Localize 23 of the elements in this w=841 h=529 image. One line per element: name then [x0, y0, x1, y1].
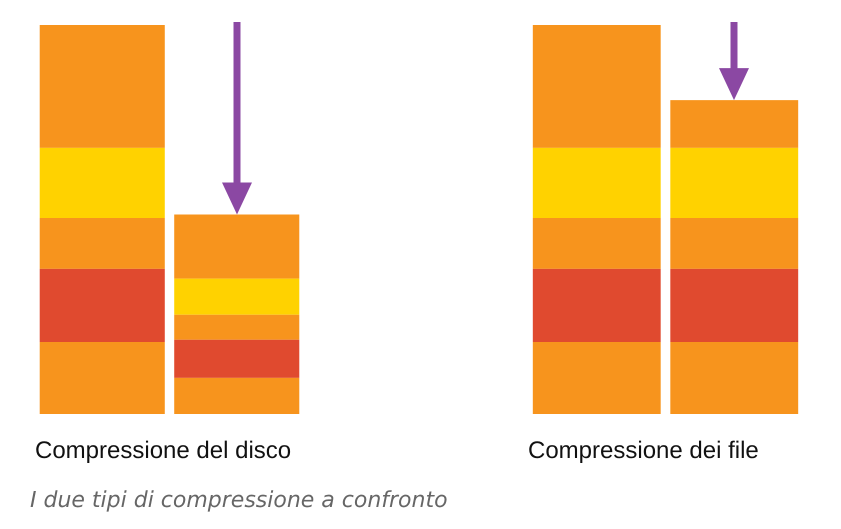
bar [40, 218, 165, 269]
bar [40, 268, 165, 342]
bar [532, 25, 661, 148]
bar [670, 148, 798, 218]
bar [174, 314, 300, 340]
bar [670, 218, 798, 269]
bar [174, 340, 300, 378]
bar [670, 342, 798, 414]
bar [670, 100, 798, 148]
bar [532, 148, 661, 218]
bar [532, 342, 661, 414]
bar [40, 148, 165, 218]
x-axis-title: Compressione del disco [35, 437, 292, 464]
bar [40, 25, 165, 148]
bar [670, 268, 798, 342]
x-axis-title: Compressione dei file [528, 437, 759, 464]
bar [40, 342, 165, 414]
bar [532, 218, 661, 269]
bar [532, 268, 661, 342]
bar [174, 278, 300, 315]
text: I due tipi di compressione a confronto [30, 488, 448, 513]
bar [174, 378, 300, 414]
bar [174, 214, 300, 279]
